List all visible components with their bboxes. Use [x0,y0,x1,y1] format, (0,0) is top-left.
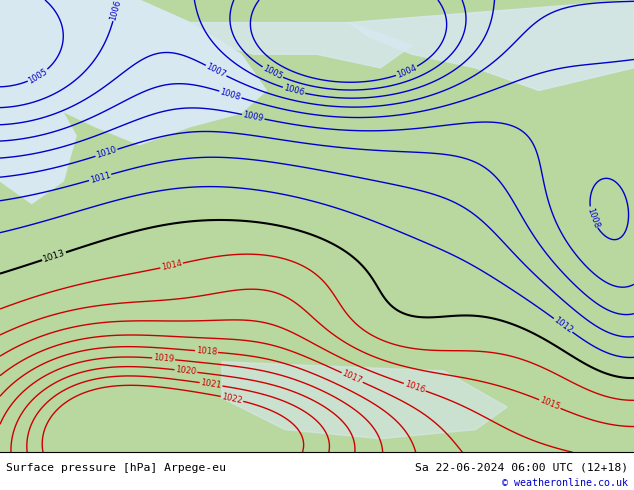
Polygon shape [349,0,634,91]
Text: 1015: 1015 [538,396,561,412]
Text: Sa 22-06-2024 06:00 UTC (12+18): Sa 22-06-2024 06:00 UTC (12+18) [415,463,628,473]
Text: 1012: 1012 [552,316,574,335]
Text: 1011: 1011 [89,170,112,185]
Polygon shape [222,362,507,439]
Text: 1020: 1020 [175,366,197,377]
Text: 1008: 1008 [585,206,600,229]
Text: 1005: 1005 [261,64,284,81]
Text: 1019: 1019 [153,353,174,364]
Text: 1005: 1005 [27,67,49,85]
Text: 1013: 1013 [42,248,67,264]
Text: Surface pressure [hPa] Arpege-eu: Surface pressure [hPa] Arpege-eu [6,463,226,473]
Text: 1010: 1010 [95,146,118,160]
Text: 1008: 1008 [219,87,242,102]
Text: 1021: 1021 [200,378,222,390]
Text: 1009: 1009 [242,110,264,123]
Text: 1018: 1018 [196,346,217,357]
Text: 1004: 1004 [396,63,418,80]
Text: 1006: 1006 [283,83,306,98]
Polygon shape [190,23,412,68]
Polygon shape [0,0,266,145]
Text: © weatheronline.co.uk: © weatheronline.co.uk [501,478,628,488]
Polygon shape [0,81,76,203]
Text: 1022: 1022 [221,392,243,405]
Text: 1017: 1017 [340,369,364,386]
Text: 1014: 1014 [160,259,183,272]
Text: 1006: 1006 [109,0,123,21]
Text: 1007: 1007 [205,62,228,79]
Text: 1016: 1016 [403,379,426,395]
